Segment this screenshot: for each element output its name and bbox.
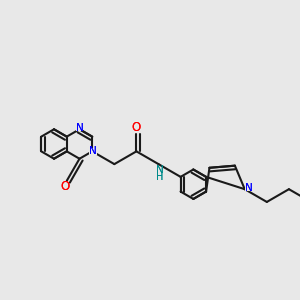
Text: N: N xyxy=(76,123,83,133)
Text: O: O xyxy=(61,180,70,193)
FancyBboxPatch shape xyxy=(89,148,97,155)
Text: H: H xyxy=(156,172,164,182)
Text: N: N xyxy=(156,164,164,175)
Text: N: N xyxy=(245,183,253,193)
Text: N: N xyxy=(245,183,253,193)
FancyBboxPatch shape xyxy=(157,167,163,179)
FancyBboxPatch shape xyxy=(61,184,69,190)
Text: O: O xyxy=(132,121,141,134)
Text: N: N xyxy=(89,146,97,156)
Text: N: N xyxy=(76,123,83,133)
Text: N: N xyxy=(156,164,164,175)
FancyBboxPatch shape xyxy=(245,184,253,191)
Text: N: N xyxy=(89,146,97,156)
FancyBboxPatch shape xyxy=(133,124,140,131)
FancyBboxPatch shape xyxy=(76,124,83,131)
Text: O: O xyxy=(132,121,141,134)
Text: O: O xyxy=(61,180,70,193)
Text: H: H xyxy=(156,172,164,182)
